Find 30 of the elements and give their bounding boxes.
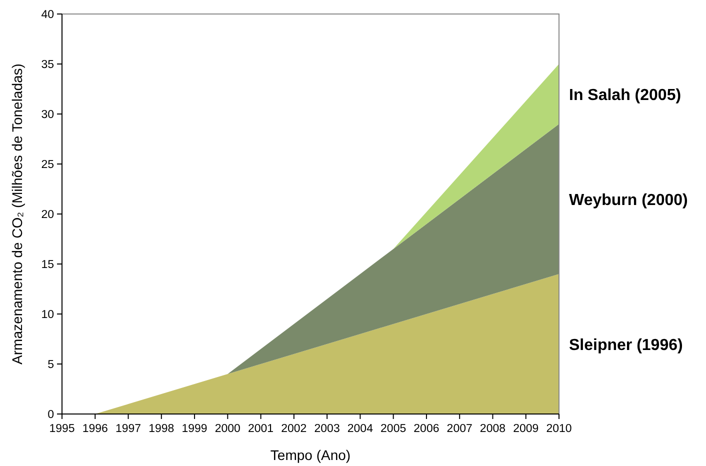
x-tick-label: 2003 (314, 423, 340, 435)
x-tick-label: 1995 (49, 423, 75, 435)
x-tick-label: 2002 (281, 423, 307, 435)
x-tick-label: 2004 (347, 423, 374, 435)
series-label: Weyburn (2000) (569, 192, 688, 209)
y-tick-label: 30 (41, 109, 54, 121)
x-tick-label: 1997 (115, 423, 142, 435)
y-tick-label: 20 (41, 209, 54, 221)
y-tick-label: 10 (41, 309, 54, 321)
x-axis-title: Tempo (Ano) (270, 447, 351, 463)
x-tick-label: 2005 (380, 423, 406, 435)
x-tick-label: 2010 (546, 423, 572, 435)
x-tick-label: 2001 (248, 423, 274, 435)
series-label: Sleipner (1996) (569, 337, 683, 354)
y-tick-label: 5 (48, 359, 54, 371)
x-tick-label: 1998 (148, 423, 174, 435)
x-tick-label: 2009 (513, 423, 539, 435)
y-tick-label: 15 (41, 259, 54, 271)
x-tick-label: 2008 (480, 423, 506, 435)
x-tick-label: 2006 (414, 423, 440, 435)
y-axis-title: Armazenamento de CO₂ (Milhões de Toneladas) (9, 64, 25, 364)
x-tick-label: 2007 (446, 423, 472, 435)
y-tick-label: 0 (48, 409, 54, 421)
y-tick-label: 35 (41, 59, 54, 71)
x-tick-label: 2000 (214, 423, 240, 435)
x-tick-label: 1996 (82, 423, 108, 435)
x-tick-label: 1999 (182, 423, 208, 435)
y-tick-label: 25 (41, 159, 54, 171)
y-tick-label: 40 (41, 9, 54, 21)
series-label: In Salah (2005) (569, 87, 682, 104)
